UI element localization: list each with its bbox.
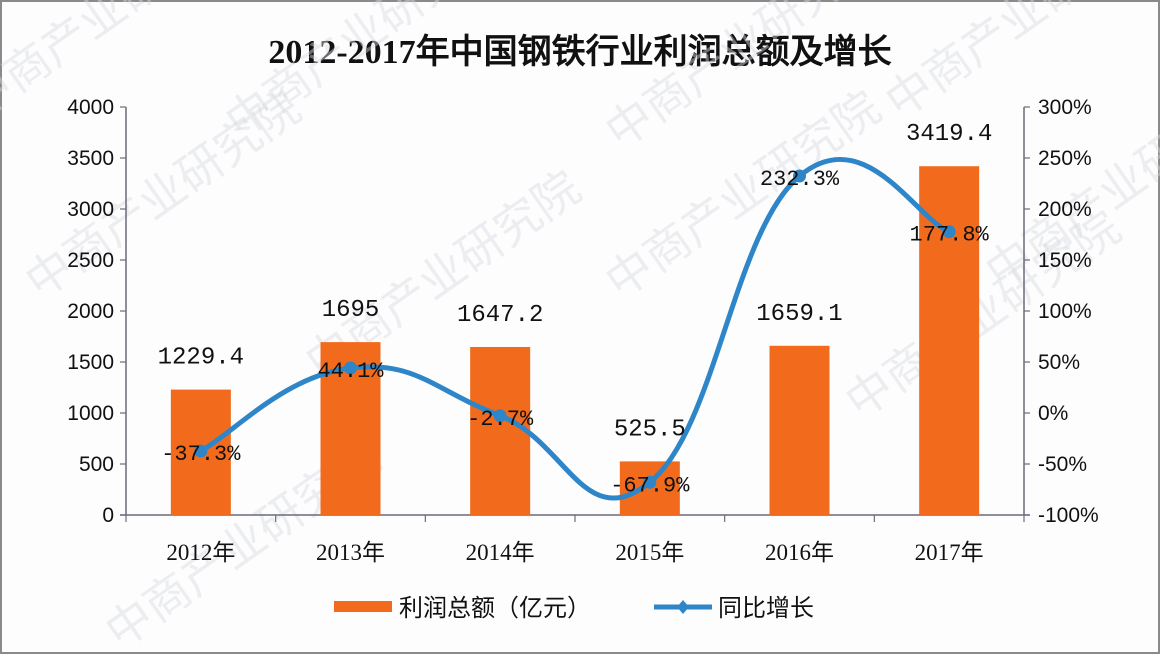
right-tick-label: -100%: [1038, 504, 1099, 527]
right-tick-label: 150%: [1038, 249, 1092, 272]
legend-bar-swatch: [334, 601, 392, 612]
bar-value-label: 1659.1: [756, 301, 842, 328]
right-tick-label: 50%: [1038, 351, 1080, 374]
left-tick-label: 4000: [67, 96, 114, 119]
bar-profit: [470, 346, 531, 515]
growth-value-label: -67.9%: [610, 473, 690, 498]
left-tick-label: 3000: [67, 198, 114, 221]
right-tick-label: 300%: [1038, 96, 1092, 119]
left-tick-label: 1000: [67, 402, 114, 425]
legend-line-label: 同比增长: [718, 594, 814, 622]
x-category-label: 2017年: [915, 540, 984, 565]
left-tick-label: 500: [79, 453, 114, 476]
left-tick-label: 0: [102, 504, 114, 527]
growth-point: [493, 409, 507, 423]
right-tick-label: -50%: [1038, 453, 1087, 476]
growth-value-label: -2.7%: [467, 407, 534, 432]
legend-bar-label: 利润总额（亿元）: [399, 594, 591, 622]
watermark-text: 中商产业研究院: [0, 0, 250, 129]
bar-profit: [919, 166, 980, 516]
right-tick-label: 0%: [1038, 402, 1068, 425]
bar-value-label: 3419.4: [906, 121, 992, 148]
bar-value-label: 1229.4: [158, 345, 244, 372]
bar-value-label: 1695: [322, 297, 380, 324]
right-tick-label: 250%: [1038, 147, 1092, 170]
watermark-text: 中商产业研究院: [15, 80, 310, 309]
legend-diamond-icon: [677, 600, 689, 614]
right-tick-label: 200%: [1038, 198, 1092, 221]
left-tick-label: 1500: [67, 351, 114, 374]
left-tick-label: 3500: [67, 147, 114, 170]
bar-value-label: 525.5: [614, 416, 686, 443]
growth-point: [942, 225, 956, 239]
growth-value-label: 232.3%: [760, 167, 840, 192]
x-category-label: 2014年: [466, 540, 535, 565]
bar-profit: [769, 345, 830, 515]
x-category-label: 2012年: [166, 540, 235, 565]
x-category-label: 2013年: [316, 540, 385, 565]
chart-title: 2012-2017年中国钢铁行业利润总额及增长: [268, 34, 892, 71]
watermark-text: 中商产业研究院: [875, 0, 1160, 129]
bar-value-label: 1647.2: [457, 302, 543, 329]
growth-point: [643, 475, 657, 489]
left-tick-label: 2000: [67, 300, 114, 323]
growth-point: [344, 361, 357, 375]
growth-point: [194, 444, 208, 458]
growth-value-label: -37.3%: [161, 442, 241, 467]
x-category-label: 2015年: [615, 540, 684, 565]
x-category-label: 2016年: [765, 540, 834, 565]
growth-point: [793, 169, 806, 183]
growth-value-label: 44.1%: [317, 359, 384, 384]
right-tick-label: 100%: [1038, 300, 1092, 323]
left-tick-label: 2500: [67, 249, 114, 272]
growth-value-label: 177.8%: [910, 223, 990, 248]
